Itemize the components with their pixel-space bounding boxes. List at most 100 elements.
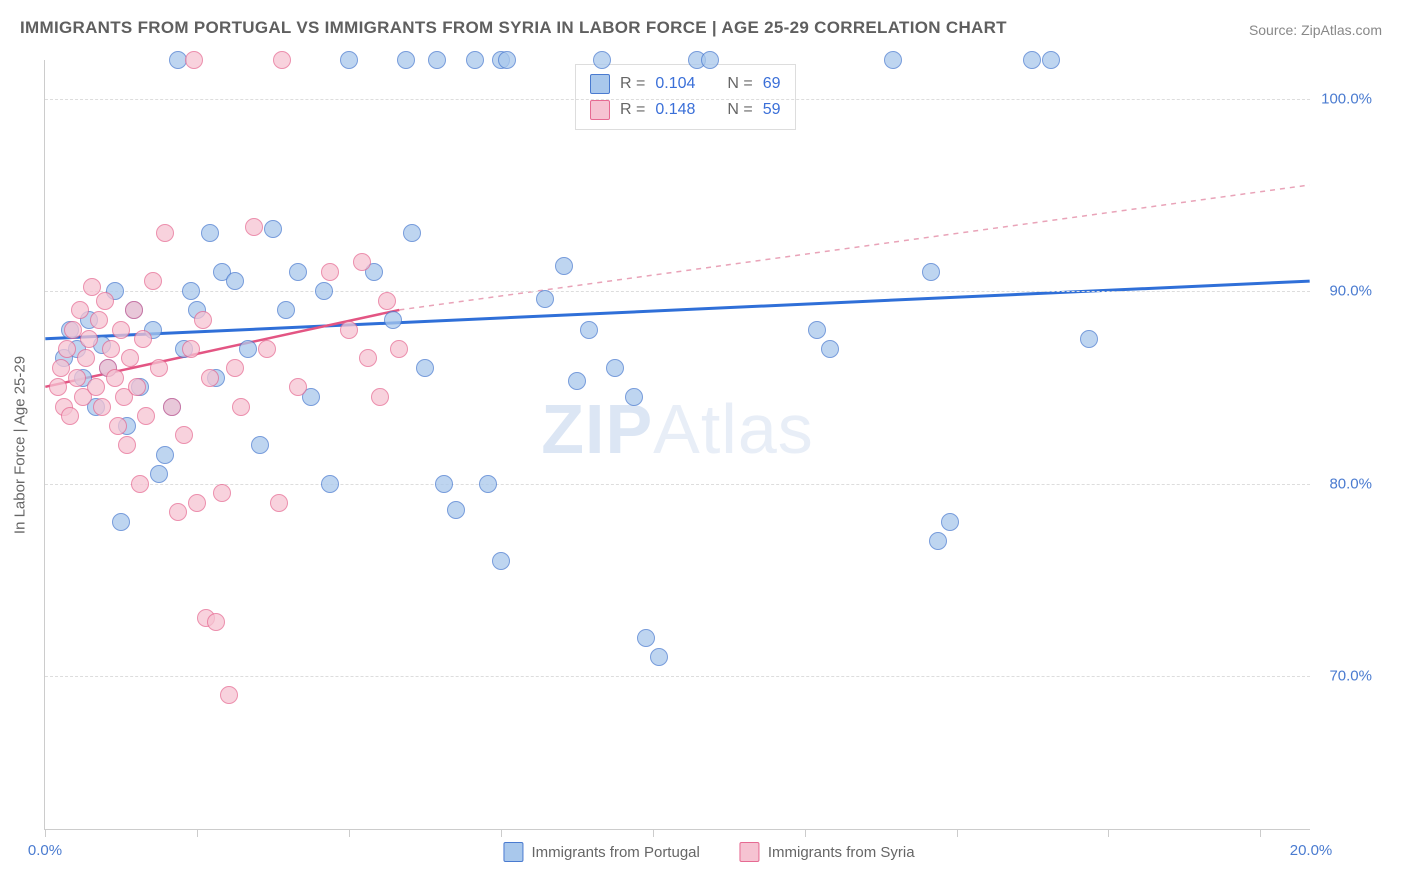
data-point: [80, 330, 98, 348]
x-tick: [197, 829, 198, 837]
plot-region: ZIPAtlas R = 0.104 N = 69 R = 0.148 N = …: [44, 60, 1310, 830]
data-point: [580, 321, 598, 339]
data-point: [593, 51, 611, 69]
legend-swatch: [503, 842, 523, 862]
legend-label: Immigrants from Portugal: [531, 844, 699, 861]
data-point: [416, 359, 434, 377]
r-value-portugal: 0.104: [655, 71, 695, 97]
data-point: [182, 340, 200, 358]
data-point: [606, 359, 624, 377]
y-tick-label: 100.0%: [1321, 90, 1372, 107]
legend-row-portugal: R = 0.104 N = 69: [590, 71, 781, 97]
data-point: [194, 311, 212, 329]
chart-area: In Labor Force | Age 25-29 ZIPAtlas R = …: [44, 60, 1374, 830]
legend-item: Immigrants from Portugal: [503, 842, 699, 862]
data-point: [315, 282, 333, 300]
data-point: [321, 263, 339, 281]
y-tick-label: 90.0%: [1329, 283, 1372, 300]
data-point: [106, 369, 124, 387]
data-point: [637, 629, 655, 647]
data-point: [112, 513, 130, 531]
data-point: [144, 272, 162, 290]
watermark: ZIPAtlas: [541, 389, 814, 469]
data-point: [207, 613, 225, 631]
legend-item: Immigrants from Syria: [740, 842, 915, 862]
gridline: [45, 484, 1310, 485]
data-point: [568, 372, 586, 390]
x-tick: [501, 829, 502, 837]
data-point: [131, 475, 149, 493]
x-tick: [349, 829, 350, 837]
data-point: [156, 446, 174, 464]
r-label: R =: [620, 71, 645, 97]
data-point: [555, 257, 573, 275]
data-point: [251, 436, 269, 454]
data-point: [340, 51, 358, 69]
data-point: [49, 378, 67, 396]
r-label: R =: [620, 97, 645, 123]
data-point: [213, 484, 231, 502]
data-point: [96, 292, 114, 310]
data-point: [71, 301, 89, 319]
data-point: [220, 686, 238, 704]
data-point: [390, 340, 408, 358]
gridline: [45, 291, 1310, 292]
data-point: [492, 552, 510, 570]
data-point: [109, 417, 127, 435]
data-point: [289, 378, 307, 396]
x-tick: [957, 829, 958, 837]
data-point: [93, 398, 111, 416]
data-point: [188, 494, 206, 512]
data-point: [182, 282, 200, 300]
source-label: Source:: [1249, 22, 1301, 38]
x-tick-label: 0.0%: [28, 842, 62, 859]
data-point: [185, 51, 203, 69]
data-point: [1042, 51, 1060, 69]
source-link[interactable]: ZipAtlas.com: [1301, 22, 1382, 38]
data-point: [87, 378, 105, 396]
data-point: [466, 51, 484, 69]
legend-swatch-blue: [590, 74, 610, 94]
data-point: [808, 321, 826, 339]
data-point: [1080, 330, 1098, 348]
gridline: [45, 676, 1310, 677]
data-point: [701, 51, 719, 69]
legend-row-syria: R = 0.148 N = 59: [590, 97, 781, 123]
x-tick: [1108, 829, 1109, 837]
data-point: [226, 359, 244, 377]
data-point: [625, 388, 643, 406]
data-point: [137, 407, 155, 425]
data-point: [232, 398, 250, 416]
data-point: [68, 369, 86, 387]
data-point: [359, 349, 377, 367]
y-axis-label: In Labor Force | Age 25-29: [12, 356, 29, 534]
watermark-light: Atlas: [653, 390, 814, 468]
correlation-legend: R = 0.104 N = 69 R = 0.148 N = 59: [575, 64, 796, 130]
data-point: [941, 513, 959, 531]
data-point: [201, 224, 219, 242]
data-point: [289, 263, 307, 281]
data-point: [118, 436, 136, 454]
data-point: [102, 340, 120, 358]
data-point: [163, 398, 181, 416]
y-tick-label: 70.0%: [1329, 668, 1372, 685]
n-value-portugal: 69: [763, 71, 781, 97]
data-point: [169, 503, 187, 521]
data-point: [435, 475, 453, 493]
data-point: [884, 51, 902, 69]
data-point: [447, 501, 465, 519]
data-point: [479, 475, 497, 493]
chart-title: IMMIGRANTS FROM PORTUGAL VS IMMIGRANTS F…: [20, 18, 1007, 38]
r-value-syria: 0.148: [655, 97, 695, 123]
data-point: [929, 532, 947, 550]
data-point: [61, 407, 79, 425]
data-point: [201, 369, 219, 387]
x-tick: [805, 829, 806, 837]
data-point: [821, 340, 839, 358]
data-point: [273, 51, 291, 69]
source-attribution: Source: ZipAtlas.com: [1249, 22, 1382, 38]
n-value-syria: 59: [763, 97, 781, 123]
data-point: [77, 349, 95, 367]
data-point: [150, 359, 168, 377]
data-point: [498, 51, 516, 69]
